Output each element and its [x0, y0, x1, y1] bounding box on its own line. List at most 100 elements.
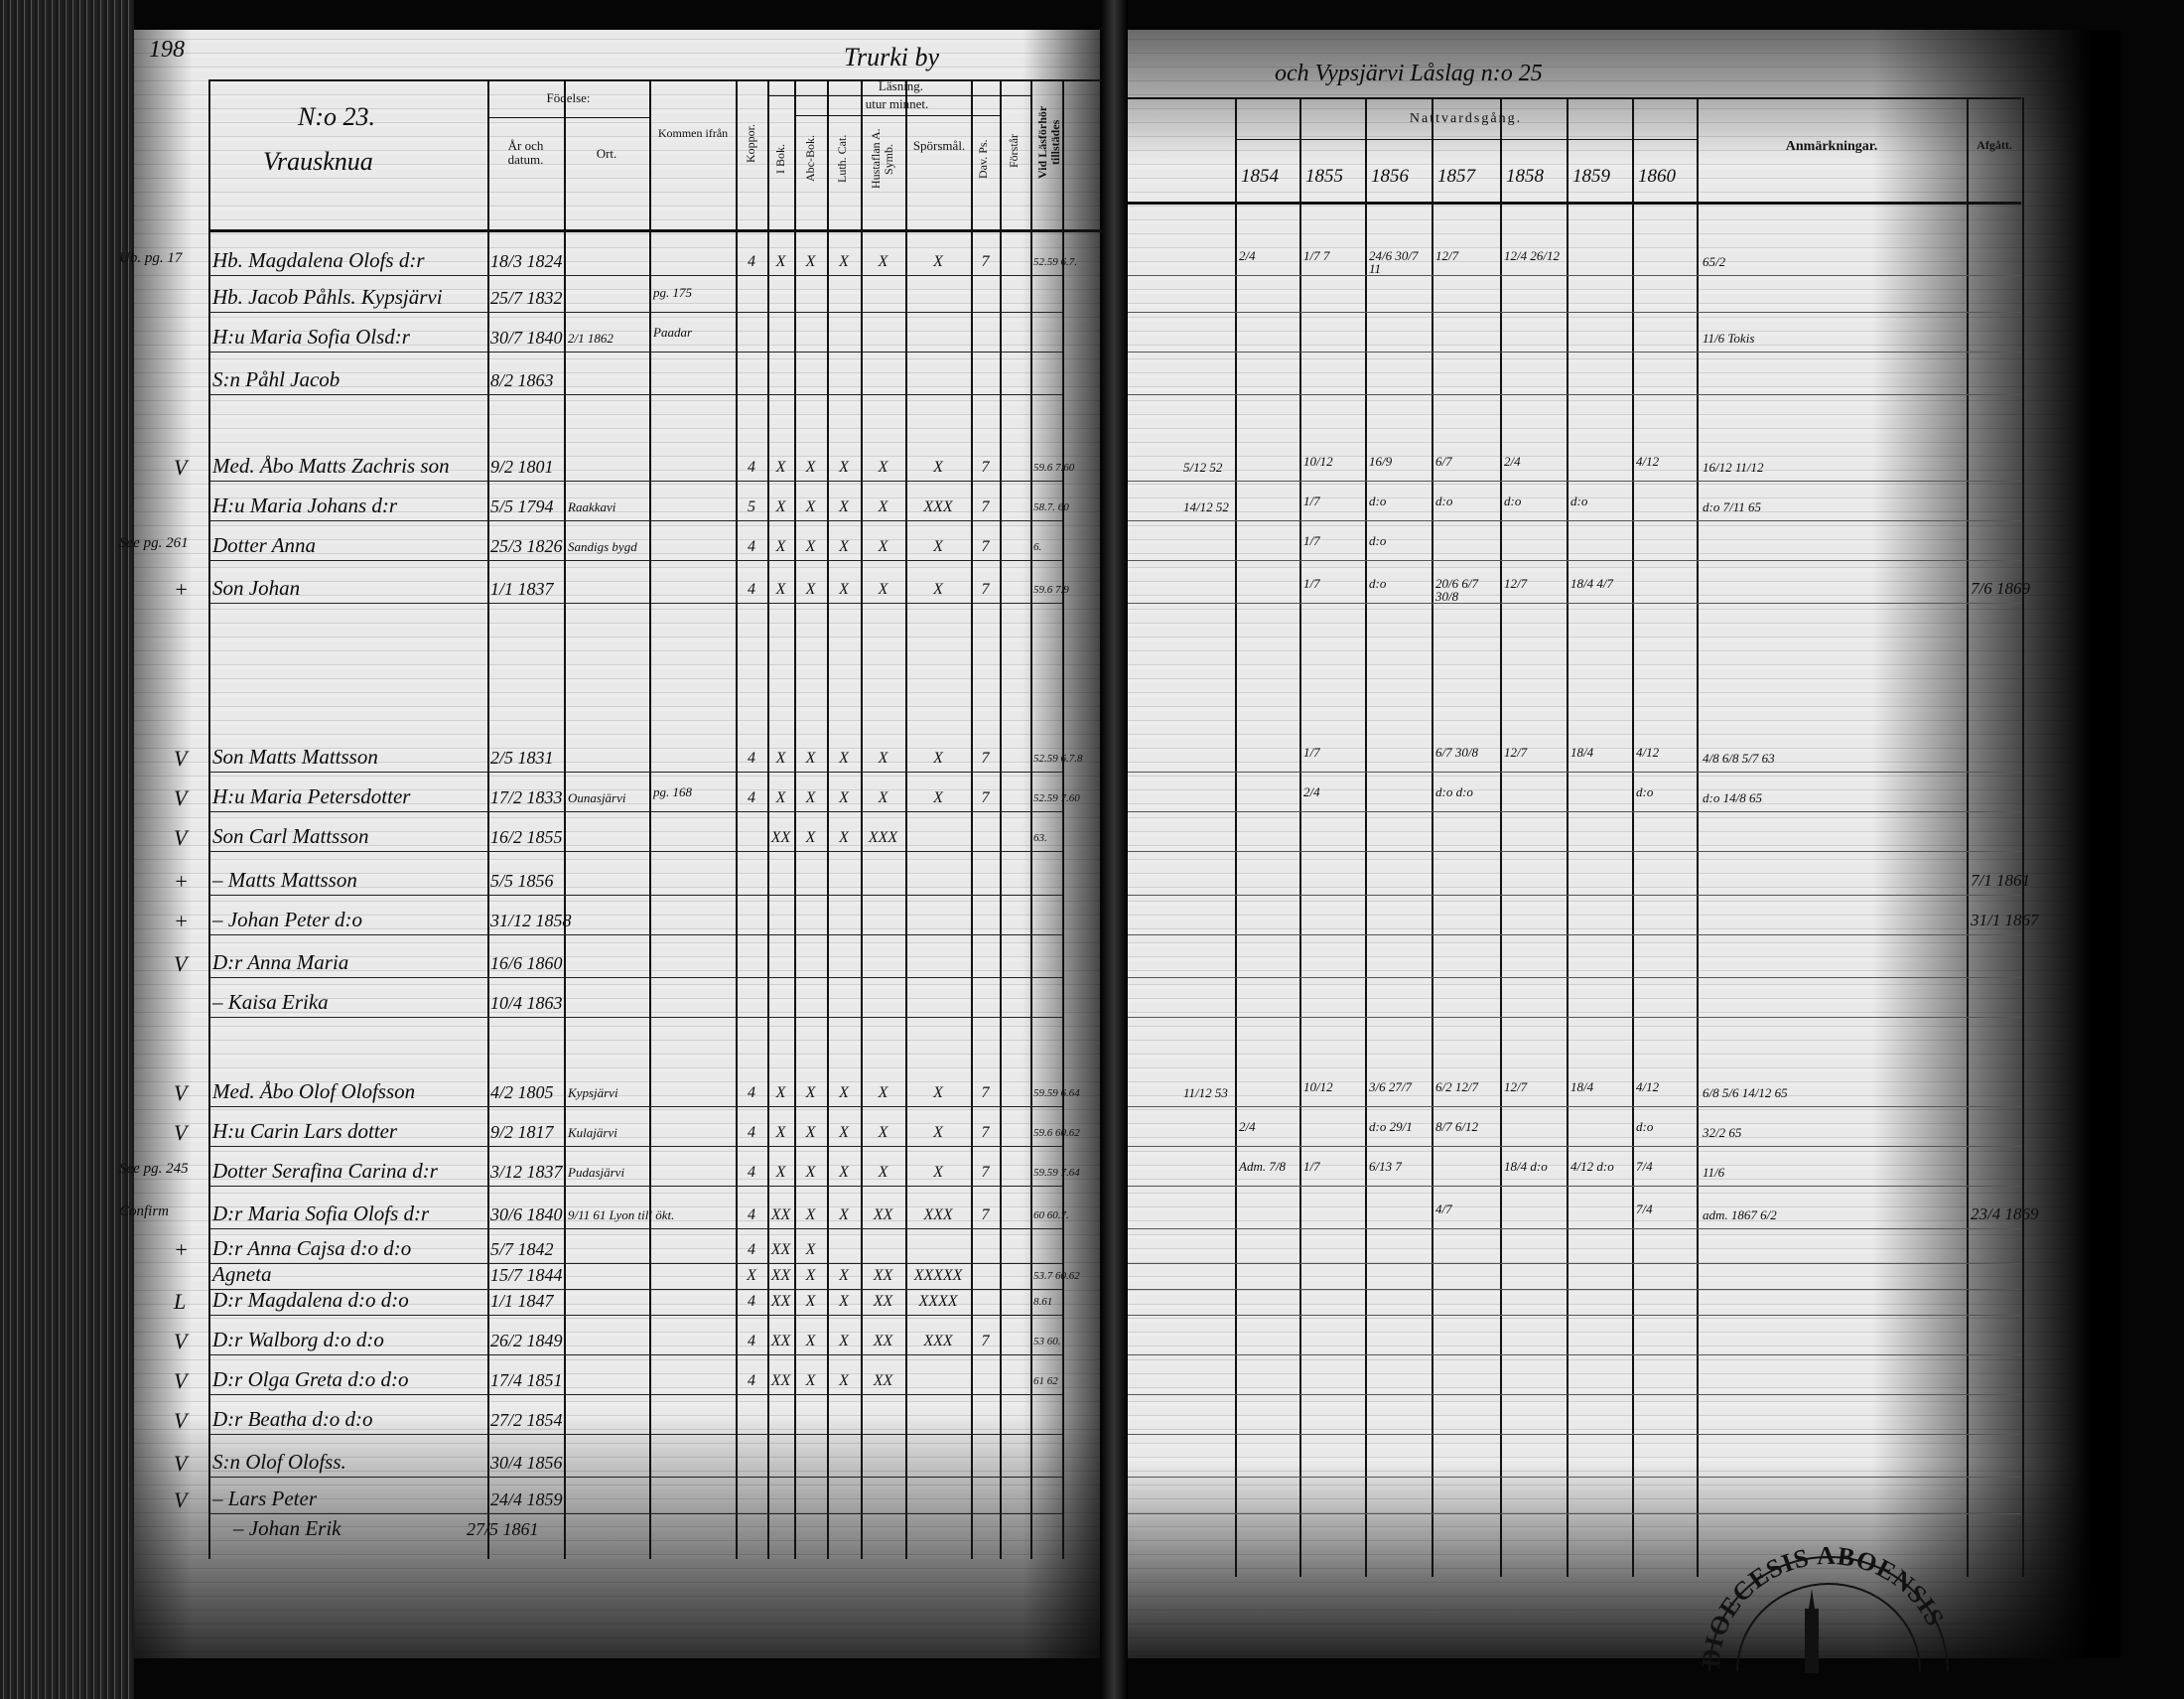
- reading-mark: X: [839, 1293, 849, 1310]
- row-rule: [1128, 481, 2021, 482]
- communion-date: 18/4: [1570, 745, 1594, 760]
- reading-mark: X: [805, 1333, 816, 1349]
- svg-text:DIOECESIS ABOENSIS: DIOECESIS ABOENSIS: [1700, 1544, 1950, 1669]
- reading-mark: X: [933, 1124, 943, 1141]
- column-divider: [905, 79, 907, 1559]
- communion-date: 1/7 7: [1303, 248, 1330, 263]
- column-divider: [861, 79, 863, 1559]
- came-from: pg. 175: [653, 285, 692, 300]
- communion-date: 18/4: [1570, 1079, 1594, 1094]
- household-name: Vrausknua: [263, 147, 373, 176]
- reading-mark: X: [933, 581, 943, 598]
- village-name: Trurki by: [844, 43, 940, 71]
- communion-date: 4/7: [1435, 1202, 1452, 1216]
- birth-date: 25/7 1832: [490, 288, 563, 308]
- communion-date: 1/7: [1303, 1159, 1320, 1174]
- row-rule: [1128, 1106, 2021, 1107]
- column-divider: [564, 79, 566, 1559]
- person-name: Med. Åbo Matts Zachris son: [212, 454, 450, 478]
- reading-mark: 5: [748, 498, 755, 515]
- row-rule: [1128, 772, 2021, 773]
- birth-date: 5/5 1856: [490, 871, 554, 891]
- communion-year: 1856: [1371, 166, 1409, 187]
- reading-mark: X: [775, 459, 786, 476]
- reading-mark: X: [805, 750, 816, 767]
- reading-mark: 7: [981, 1206, 990, 1223]
- person-name: S:n Olof Olofss.: [212, 1450, 346, 1474]
- row-rule: [208, 1477, 1062, 1478]
- lasforhor-attendance: 58.7. 60: [1033, 501, 1069, 513]
- birth-date: 15/7 1844: [490, 1265, 563, 1285]
- reading-mark: XXX: [923, 1206, 953, 1223]
- row-rule: [208, 934, 1062, 935]
- person-name: H:u Maria Petersdotter: [212, 784, 411, 808]
- column-divider: [1030, 79, 1032, 1559]
- reading-mark: 7: [981, 789, 990, 806]
- column-divider: [1632, 97, 1634, 1577]
- communion-date: 4/12: [1636, 745, 1660, 760]
- came-from: pg. 168: [653, 784, 692, 799]
- row-rule: [208, 603, 1062, 604]
- communion-date: 6/7 30/8: [1435, 745, 1478, 760]
- communion-year: 1859: [1572, 166, 1610, 187]
- reading-mark: X: [933, 1084, 943, 1101]
- reading-mark: 7: [981, 498, 990, 515]
- margin-note: V: [174, 1329, 188, 1353]
- margin-note: V: [174, 1408, 188, 1433]
- reading-mark: X: [775, 789, 786, 806]
- person-name: H:u Maria Sofia Olsd:r: [212, 325, 410, 349]
- remark: d:o 7/11 65: [1703, 499, 1761, 514]
- lasforhor-attendance: 59.6 7.9: [1033, 584, 1069, 596]
- birth-date: 16/2 1855: [490, 827, 563, 847]
- margin-note: V: [174, 746, 188, 771]
- margin-note: V: [174, 1120, 188, 1145]
- reading-mark: XX: [873, 1333, 893, 1349]
- row-rule: [208, 352, 1062, 353]
- communion-date: d:o: [1369, 533, 1387, 548]
- reading-mark: X: [775, 538, 786, 555]
- lasforhor-attendance: 8.61: [1033, 1296, 1053, 1308]
- reading-mark: X: [878, 581, 888, 598]
- lasforhor-attendance: 59.59 7.64: [1033, 1167, 1080, 1179]
- lasforhor-attendance: 63.: [1033, 832, 1047, 844]
- row-rule: [208, 1186, 1062, 1187]
- birth-date: 17/4 1851: [490, 1370, 563, 1390]
- reading-mark: X: [805, 1372, 816, 1389]
- row-rule: [1128, 312, 2021, 313]
- birth-date: 9/2 1817: [490, 1122, 554, 1142]
- person-name: – Johan Erik: [233, 1516, 341, 1540]
- communion-date: 6/13 7: [1369, 1159, 1402, 1174]
- row-rule: [208, 1017, 1062, 1018]
- lasforhor-attendance: 59.6 60.62: [1033, 1127, 1080, 1139]
- header-sporsmal: Spörsmål.: [912, 138, 966, 153]
- row-rule: [208, 977, 1062, 978]
- communion-year: 1854: [1241, 166, 1279, 187]
- row-rule: [1128, 1513, 2021, 1514]
- reading-mark: XX: [770, 1267, 791, 1284]
- birth-date: 4/2 1805: [490, 1082, 554, 1102]
- margin-note: V: [174, 1368, 188, 1393]
- reading-mark: XX: [873, 1267, 893, 1284]
- birth-date: 3/12 1837: [490, 1162, 563, 1182]
- birth-date: 31/12 1858: [490, 911, 572, 930]
- lasforhor-attendance: 61 62: [1033, 1375, 1058, 1387]
- communion-date: d:o: [1636, 784, 1654, 799]
- remark: 32/2 65: [1703, 1125, 1742, 1140]
- reading-mark: 7: [981, 538, 990, 555]
- row-rule: [208, 520, 1062, 521]
- reading-mark: X: [878, 498, 888, 515]
- header-reading: Läsning.: [878, 78, 924, 93]
- column-divider: [1500, 97, 1502, 1577]
- reading-mark: X: [805, 1293, 816, 1310]
- reading-mark: X: [775, 1124, 786, 1141]
- communion-date: 6/2 12/7: [1435, 1079, 1478, 1094]
- reading-mark: X: [839, 1084, 849, 1101]
- household-number: N:o 23.: [298, 102, 375, 131]
- header-rule: [767, 95, 1030, 96]
- header-hustaflan: Hustaflan A. Symb.: [869, 128, 896, 190]
- departed-date: 23/4 1869: [1971, 1204, 2039, 1223]
- reading-mark: X: [775, 581, 786, 598]
- row-rule: [1128, 1289, 2021, 1290]
- header-by-heart: utur minnet.: [865, 96, 929, 111]
- birth-date: 10/4 1863: [490, 993, 563, 1013]
